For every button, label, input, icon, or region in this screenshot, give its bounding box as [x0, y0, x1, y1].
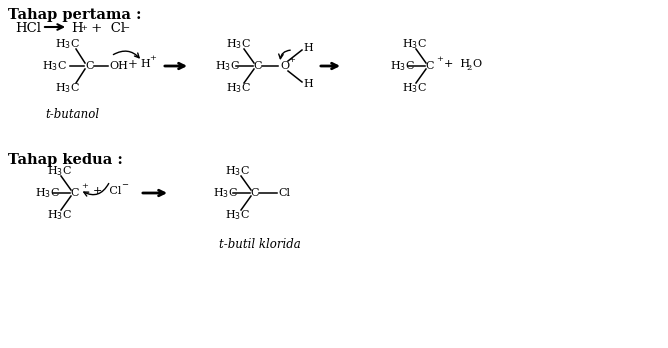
- Text: H$_3$C: H$_3$C: [226, 37, 251, 51]
- Text: H$_3$C: H$_3$C: [226, 81, 251, 95]
- Text: +  Cl: + Cl: [87, 22, 125, 35]
- Text: H$_3$C: H$_3$C: [55, 81, 80, 95]
- Text: C: C: [71, 188, 79, 198]
- Text: Tahap pertama :: Tahap pertama :: [8, 8, 142, 22]
- Text: H$_3$C: H$_3$C: [402, 81, 427, 95]
- Text: +  H: + H: [444, 59, 470, 69]
- Text: +: +: [80, 24, 87, 32]
- Text: H$_3$C: H$_3$C: [225, 164, 250, 178]
- Text: C: C: [250, 188, 259, 198]
- Text: H: H: [71, 22, 83, 35]
- Text: +: +: [149, 54, 156, 62]
- Text: OH: OH: [109, 61, 128, 71]
- Text: 2: 2: [466, 64, 471, 72]
- Text: −: −: [121, 181, 128, 189]
- Text: +: +: [436, 55, 443, 63]
- Text: O: O: [280, 61, 289, 71]
- Text: H$_3$C: H$_3$C: [55, 37, 80, 51]
- Text: C: C: [86, 61, 94, 71]
- Text: +: +: [128, 57, 138, 71]
- Text: Tahap kedua :: Tahap kedua :: [8, 153, 123, 167]
- Text: H$_3$C: H$_3$C: [390, 59, 415, 73]
- Text: H: H: [303, 79, 313, 89]
- Text: +  Cl: + Cl: [93, 186, 122, 196]
- Text: −: −: [122, 24, 129, 32]
- Text: H: H: [303, 43, 313, 53]
- Text: +: +: [81, 182, 88, 190]
- Text: H$_3$C: H$_3$C: [402, 37, 427, 51]
- Text: H$_3$C: H$_3$C: [42, 59, 67, 73]
- Text: H: H: [140, 59, 150, 69]
- Text: H$_3$C: H$_3$C: [47, 208, 72, 222]
- Text: H$_3$C: H$_3$C: [213, 186, 238, 200]
- Text: HCl: HCl: [15, 22, 41, 35]
- Text: t-butanol: t-butanol: [45, 108, 99, 121]
- Text: H$_3$C: H$_3$C: [215, 59, 240, 73]
- Text: t-butil klorida: t-butil klorida: [219, 238, 301, 251]
- Text: H$_3$C: H$_3$C: [35, 186, 60, 200]
- Text: O: O: [472, 59, 481, 69]
- Text: +: +: [288, 56, 295, 64]
- Text: H$_3$C: H$_3$C: [225, 208, 250, 222]
- Text: C: C: [254, 61, 263, 71]
- Text: C: C: [426, 61, 434, 71]
- Text: Cl: Cl: [278, 188, 290, 198]
- Text: H$_3$C: H$_3$C: [47, 164, 72, 178]
